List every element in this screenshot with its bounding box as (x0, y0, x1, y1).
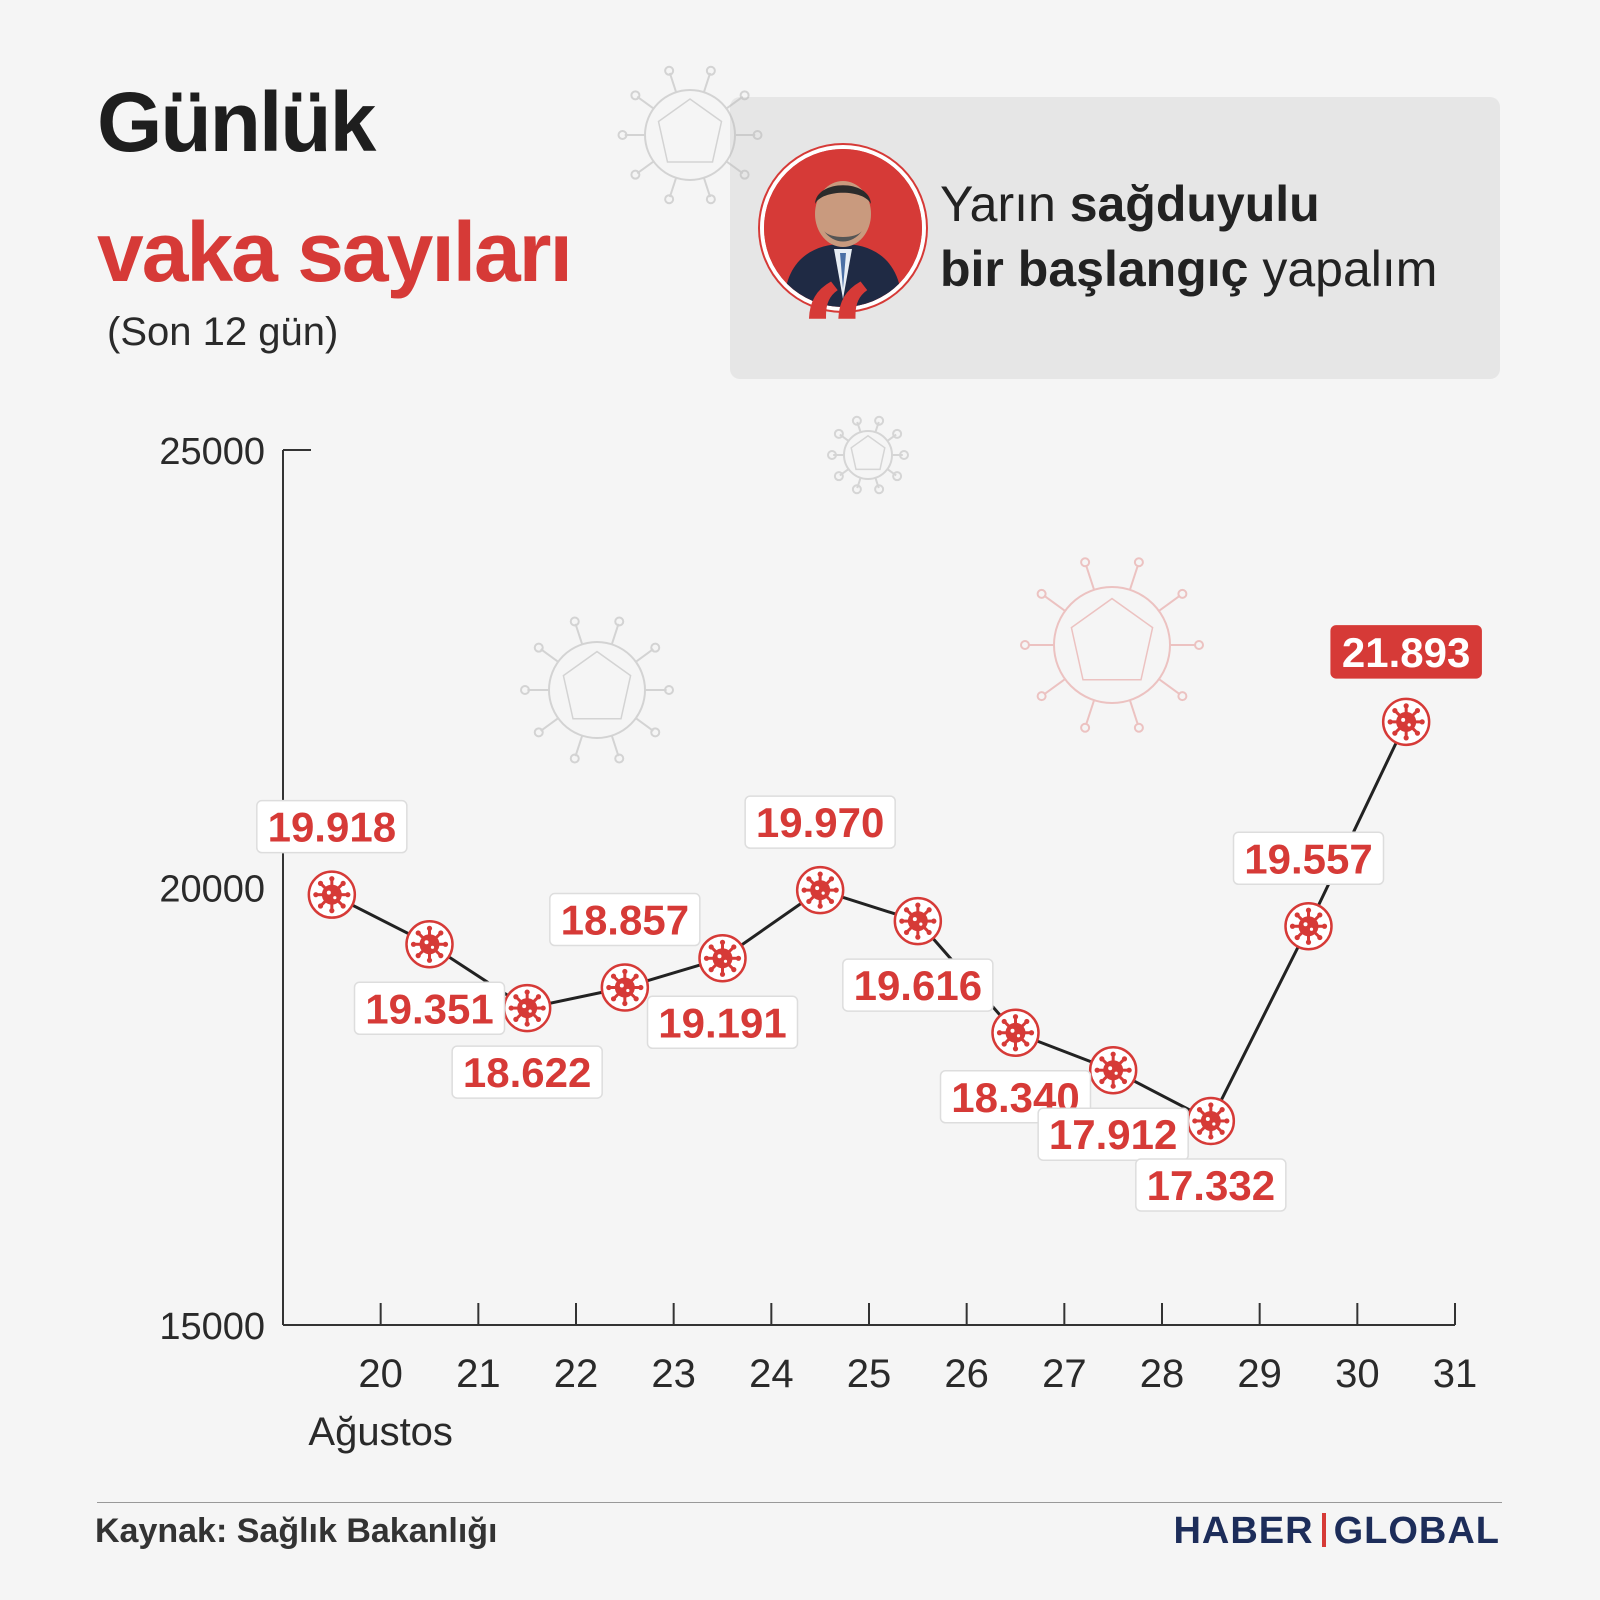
person-silhouette-icon (764, 149, 922, 307)
data-label: 19.970 (744, 795, 896, 849)
brand-left: HABER (1173, 1510, 1314, 1552)
quote-part-2: sağduyulu (1069, 176, 1320, 232)
data-label: 19.557 (1232, 831, 1385, 886)
data-point (1284, 902, 1333, 951)
x-tick-label: 26 (944, 1352, 989, 1396)
brand-right: GLOBAL (1333, 1510, 1500, 1552)
svg-text:19.557: 19.557 (1244, 835, 1372, 882)
svg-text:19.918: 19.918 (268, 804, 396, 851)
quote-part-1: Yarın (940, 176, 1070, 232)
x-tick-label: 30 (1335, 1352, 1380, 1396)
y-tick-label: 15000 (159, 1306, 265, 1348)
data-point (1381, 697, 1431, 747)
x-tick-label: 21 (456, 1352, 501, 1396)
virus-decor-red-1 (1020, 557, 1204, 733)
svg-text:19.351: 19.351 (365, 985, 493, 1032)
data-point (795, 865, 845, 915)
brand-logo: HABER GLOBAL (1173, 1510, 1500, 1553)
virus-decor-gray-1 (617, 65, 763, 205)
data-point (991, 1008, 1040, 1057)
data-point (600, 963, 650, 1012)
data-label: 17.332 (1135, 1158, 1287, 1212)
subtitle: (Son 12 gün) (107, 310, 339, 354)
data-point (307, 870, 357, 919)
svg-text:18.622: 18.622 (463, 1049, 591, 1096)
svg-text:17.912: 17.912 (1049, 1111, 1177, 1158)
data-point (1088, 1045, 1138, 1095)
data-label: 19.918 (256, 799, 408, 854)
virus-decor-gray-3 (827, 415, 909, 495)
x-tick-label: 23 (651, 1352, 696, 1396)
speaker-portrait (760, 145, 926, 311)
footer-divider (97, 1502, 1502, 1503)
data-label: 19.616 (842, 958, 994, 1012)
x-tick-label: 22 (554, 1352, 599, 1396)
x-tick-label: 28 (1140, 1352, 1185, 1396)
data-label: 19.351 (353, 981, 506, 1036)
data-point (1186, 1096, 1236, 1146)
svg-text:18.857: 18.857 (561, 897, 689, 944)
y-tick-label: 25000 (159, 431, 265, 473)
x-axis-label: Ağustos (308, 1410, 453, 1454)
x-tick-label: 25 (847, 1352, 892, 1396)
brand-separator (1321, 1513, 1326, 1547)
x-tick-label: 27 (1042, 1352, 1087, 1396)
quote-text: Yarın sağduyulu bir başlangıç yapalım (940, 172, 1480, 302)
title-line-1: Günlük (97, 75, 376, 169)
data-point (502, 983, 552, 1033)
x-tick-label: 24 (749, 1352, 794, 1396)
data-point (405, 920, 454, 969)
chart-series (307, 697, 1431, 1146)
title-line-2: vaka sayıları (97, 205, 573, 299)
quote-part-3: bir başlangıç (940, 241, 1249, 297)
data-label-highlight: 21.893 (1330, 625, 1482, 679)
virus-decor-gray-2 (520, 616, 674, 764)
source-text: Kaynak: Sağlık Bakanlığı (95, 1512, 498, 1550)
x-tick-label: 31 (1433, 1352, 1478, 1396)
svg-text:19.616: 19.616 (854, 962, 982, 1009)
data-label: 18.622 (451, 1045, 603, 1099)
svg-text:17.332: 17.332 (1147, 1162, 1275, 1209)
data-label: 19.191 (646, 995, 799, 1050)
x-tick-label: 29 (1237, 1352, 1282, 1396)
chart-axes: 25000 20000 15000 20 21 22 23 24 25 26 27 28 29 30 31 A… (159, 431, 1477, 1454)
quote-part-4: yapalım (1248, 241, 1438, 297)
y-tick-label: 20000 (159, 869, 265, 911)
data-label: 17.912 (1037, 1107, 1189, 1161)
svg-text:19.191: 19.191 (658, 999, 786, 1046)
data-label: 18.857 (549, 892, 701, 947)
virus-decoration (520, 65, 1204, 764)
svg-text:19.970: 19.970 (756, 799, 884, 846)
svg-text:21.893: 21.893 (1342, 629, 1470, 676)
data-point (698, 934, 747, 983)
quote-mark-icon: “ (800, 256, 875, 409)
x-tick-label: 20 (358, 1352, 403, 1396)
chart-labels: 19.918 19.351 18.622 18.857 19.191 19.970 19.6… (256, 625, 1482, 1212)
data-point (893, 896, 943, 946)
